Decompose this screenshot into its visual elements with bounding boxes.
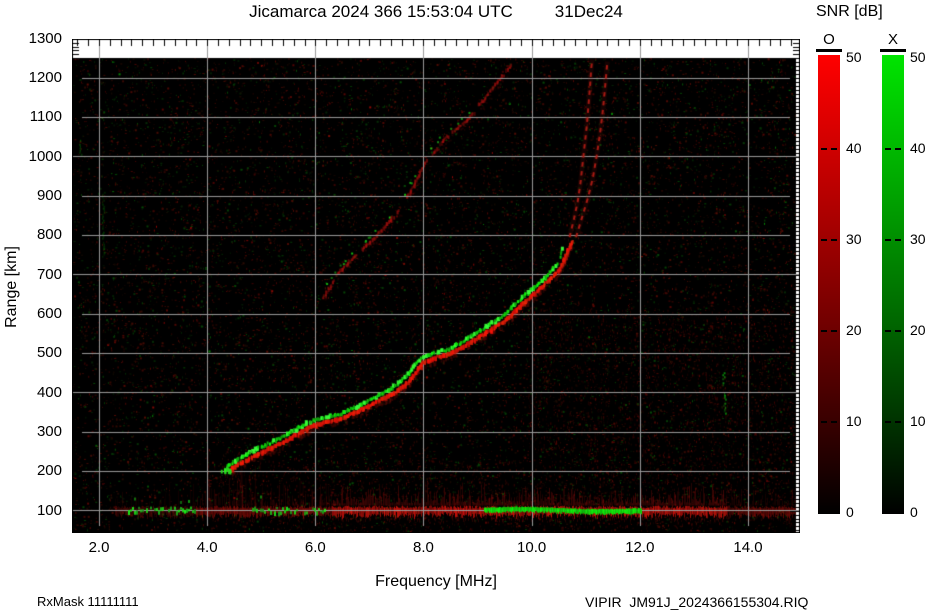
colorbar-tick-dash xyxy=(885,330,891,332)
y-tick-label: 500 xyxy=(36,344,62,362)
colorbar-tick-label: 0 xyxy=(846,504,854,520)
x-tick-label: 14.0 xyxy=(733,539,763,556)
colorbar-tick-dash xyxy=(885,421,891,423)
x-tick-label: 12.0 xyxy=(625,539,655,556)
colorbar-tick-dash xyxy=(821,421,827,423)
colorbar-tick-label: 40 xyxy=(846,140,862,156)
colorbar-tick-dash xyxy=(831,330,837,332)
colorbar-tick-label: 20 xyxy=(846,322,862,338)
colorbar-tick-dash xyxy=(895,148,901,150)
ionogram-plot-canvas xyxy=(72,39,800,533)
colorbar-tick-label: 50 xyxy=(846,49,862,65)
colorbar-tick-dash xyxy=(821,239,827,241)
colorbar-title: SNR [dB] xyxy=(816,3,883,20)
x-tick-label: 4.0 xyxy=(196,539,218,556)
colorbar-x-gradient xyxy=(882,55,904,514)
colorbar-tick-label: 50 xyxy=(910,49,926,65)
colorbar-tick-label: 10 xyxy=(846,413,862,429)
data-file-label: VIPIR JM91J_2024366155304.RIQ xyxy=(585,594,809,610)
y-tick-label: 1100 xyxy=(29,108,62,126)
colorbar-tick-label: 30 xyxy=(910,231,926,247)
colorbar-tick-label: 40 xyxy=(910,140,926,156)
colorbar-tick-dash xyxy=(831,239,837,241)
colorbar-x-mode-label: X xyxy=(880,31,906,52)
plot-title-text: Jicamarca 2024 366 15:53:04 UTC xyxy=(249,2,513,21)
y-tick-label: 900 xyxy=(36,187,62,205)
y-tick-label: 600 xyxy=(36,305,62,323)
y-tick-label: 700 xyxy=(36,265,62,283)
colorbar-tick-label: 0 xyxy=(910,504,918,520)
colorbar-tick-dash xyxy=(895,421,901,423)
x-tick-label: 6.0 xyxy=(304,539,326,556)
colorbar-tick-label: 30 xyxy=(846,231,862,247)
plot-title: Jicamarca 2024 366 15:53:04 UTC 31Dec24 xyxy=(72,2,800,22)
colorbar-tick-dash xyxy=(885,239,891,241)
colorbar-tick-dash xyxy=(895,239,901,241)
colorbar-tick-dash xyxy=(821,148,827,150)
colorbar-o-mode-label: O xyxy=(816,31,842,52)
colorbar-tick-label: 20 xyxy=(910,322,926,338)
rx-mask-label: RxMask 11111111 xyxy=(37,594,139,609)
x-axis-title: Frequency [MHz] xyxy=(375,573,497,590)
plot-title-date: 31Dec24 xyxy=(554,2,623,21)
colorbar-tick-dash xyxy=(885,148,891,150)
x-tick-label: 10.0 xyxy=(517,539,547,556)
colorbar-tick-dash xyxy=(895,330,901,332)
y-tick-label: 1300 xyxy=(28,29,62,47)
y-tick-label: 1200 xyxy=(28,69,62,87)
colorbar-o-gradient xyxy=(818,55,840,514)
colorbar-tick-dash xyxy=(821,330,827,332)
y-tick-label: 400 xyxy=(36,383,62,401)
y-tick-label: 100 xyxy=(36,501,62,519)
x-tick-label: 2.0 xyxy=(88,539,110,556)
y-tick-label: 1000 xyxy=(28,147,62,165)
colorbar-tick-dash xyxy=(831,148,837,150)
colorbar-tick-dash xyxy=(831,421,837,423)
x-tick-label: 8.0 xyxy=(413,539,434,556)
colorbar-tick-label: 10 xyxy=(910,413,926,429)
y-tick-label: 200 xyxy=(36,462,62,480)
y-tick-label: 800 xyxy=(36,226,62,244)
y-tick-label: 300 xyxy=(36,423,62,441)
